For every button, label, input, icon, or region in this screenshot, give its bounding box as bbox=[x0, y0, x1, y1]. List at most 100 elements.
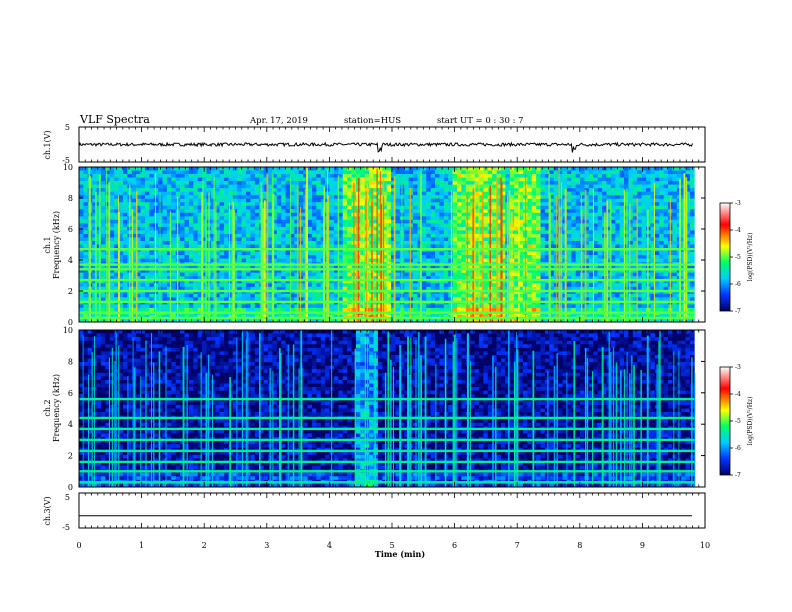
ch1-spectrogram-cell bbox=[452, 191, 458, 196]
ch1-spectrogram-cell bbox=[593, 209, 598, 214]
ch1-spectrogram-cell bbox=[536, 167, 541, 171]
ch1-spectrogram-cell bbox=[338, 240, 344, 245]
ch1-spectrogram-cell bbox=[681, 276, 686, 281]
ch1-spectrogram-cell bbox=[588, 279, 594, 284]
ch1-spectrogram-cell bbox=[316, 276, 322, 281]
ch1-spectrogram-cell bbox=[615, 286, 620, 291]
ch1-spectrogram-cell bbox=[144, 233, 150, 238]
ch1-spectrogram-cell bbox=[122, 269, 128, 273]
ch1-spectrogram-cell bbox=[311, 269, 317, 273]
ch1-spectrogram-cell bbox=[391, 283, 396, 288]
ch1-spectrogram-cell bbox=[92, 233, 97, 238]
ch1-spectrogram-cell bbox=[602, 167, 607, 171]
ch1-spectrogram-cell bbox=[281, 251, 286, 256]
ch1-spectrogram-cell bbox=[386, 216, 392, 221]
ch1-spectrogram-cell bbox=[417, 181, 423, 185]
ch1-spectrogram-cell bbox=[140, 181, 146, 185]
ch1-spectrogram-cell bbox=[492, 226, 497, 231]
ch1-spectrogram-cell bbox=[131, 219, 137, 224]
ch1-spectrogram-cell bbox=[171, 237, 176, 242]
ch1-spectrogram-cell bbox=[83, 177, 89, 182]
ch1-spectrogram-cell bbox=[518, 177, 524, 182]
ch1-spectrogram-cell bbox=[584, 244, 590, 249]
ch1-spectrogram-cell bbox=[641, 181, 647, 185]
ch1-spectrogram-cell bbox=[158, 244, 163, 249]
ch1-spectrogram-cell bbox=[404, 269, 409, 273]
ch1-spectrogram-cell bbox=[171, 258, 176, 263]
ch1-spectrogram-cell bbox=[650, 223, 656, 228]
ch1-spectrogram-cell bbox=[329, 198, 335, 203]
ch1-spectrogram-cell bbox=[294, 265, 300, 270]
ch1-spectrogram-cell bbox=[100, 230, 106, 235]
ch1-spectrogram-cell bbox=[663, 184, 669, 189]
ch1-spectrogram-cell bbox=[681, 216, 686, 221]
ch1-spectrogram-cell bbox=[496, 230, 502, 235]
ch1-spectrogram-cell bbox=[246, 216, 251, 221]
ch1-spectrogram-cell bbox=[514, 170, 519, 175]
ch1-spectrogram-cell bbox=[426, 283, 431, 288]
ch1-spectrogram-cell bbox=[144, 202, 150, 207]
ch1-spectrogram-cell bbox=[439, 209, 445, 214]
ch1-spectrogram-cell bbox=[689, 216, 695, 221]
ch1-spectrogram-cell bbox=[232, 279, 238, 284]
ch1-spectrogram-cell bbox=[162, 209, 168, 214]
ch1-spectrogram-cell bbox=[118, 195, 124, 199]
ch1-spectrogram-cell bbox=[149, 167, 155, 171]
ch1-spectrogram-cell bbox=[140, 167, 146, 171]
ch1-spectrogram-cell bbox=[474, 223, 480, 228]
ch1-spectrogram-cell bbox=[470, 195, 475, 199]
ch1-spectrogram-cell bbox=[672, 216, 678, 221]
ch1-spectrogram-cell bbox=[272, 191, 278, 196]
ch1-spectrogram-cell bbox=[311, 223, 317, 228]
ch1-spectrogram-cell bbox=[289, 230, 295, 235]
ch1-spectrogram-cell bbox=[166, 188, 172, 192]
ch1-spectrogram-cell bbox=[373, 188, 379, 192]
ch1-spectrogram-cell bbox=[188, 290, 194, 295]
ch1-spectrogram-cell bbox=[298, 177, 304, 182]
ch1-spectrogram-cell bbox=[386, 198, 392, 203]
ch1-spectrogram-cell bbox=[92, 202, 97, 207]
ch1-spectrogram-cell bbox=[659, 205, 664, 210]
ch1-spectrogram-cell bbox=[597, 170, 603, 175]
ch1-spectrogram-cell bbox=[197, 195, 203, 199]
ch1-spectrogram-cell bbox=[109, 251, 115, 256]
ch1-spectrogram-cell bbox=[474, 240, 480, 245]
ch1-spectrogram-cell bbox=[632, 216, 638, 221]
ch1-spectrogram-cell bbox=[465, 209, 471, 214]
ch1-spectrogram-cell bbox=[149, 290, 155, 295]
ch1-spectrogram-cell bbox=[294, 230, 300, 235]
ch1-spectrogram-cell bbox=[685, 258, 691, 263]
ch1-spectrogram-cell bbox=[92, 240, 97, 245]
ch1-spectrogram-cell bbox=[224, 195, 229, 199]
ch1-spectrogram-cell bbox=[426, 198, 431, 203]
ch1-spectrogram-cell bbox=[470, 167, 475, 171]
ch1-spectrogram-cell bbox=[597, 209, 603, 214]
ch1-spectrogram-cell bbox=[228, 205, 234, 210]
ch1-spectrogram-cell bbox=[391, 290, 396, 295]
ch1-spectrogram-cell bbox=[443, 195, 449, 199]
ch1-spectrogram-cell bbox=[514, 209, 519, 214]
ch1-spectrogram-cell bbox=[382, 269, 387, 273]
ch1-spectrogram-cell bbox=[219, 216, 225, 221]
ch1-spectrogram-cell bbox=[430, 237, 436, 242]
ch1-spectrogram-cell bbox=[672, 167, 678, 171]
ch1-spectrogram-cell bbox=[413, 181, 418, 185]
ch1-spectrogram-cell bbox=[149, 184, 155, 189]
ch1-spectrogram-cell bbox=[210, 276, 216, 281]
ch1-spectrogram-cell bbox=[193, 279, 198, 284]
ch1-spectrogram-cell bbox=[602, 177, 607, 182]
ch1-spectrogram-cell bbox=[188, 170, 194, 175]
ch1-spectrogram-cell bbox=[311, 276, 317, 281]
ch1-spectrogram-cell bbox=[615, 174, 620, 178]
ch1-spectrogram-cell bbox=[659, 219, 664, 224]
ch1-spectrogram-cell bbox=[166, 198, 172, 203]
ch1-spectrogram-cell bbox=[549, 202, 555, 207]
ch1-spectrogram-cell bbox=[483, 230, 489, 235]
ch1-spectrogram-cell bbox=[439, 269, 445, 273]
ch1-spectrogram-cell bbox=[610, 255, 616, 259]
ch1-spectrogram-cell bbox=[430, 202, 436, 207]
ch1-spectrogram-cell bbox=[197, 269, 203, 273]
ch1-spectrogram-cell bbox=[311, 167, 317, 171]
ch1-spectrogram-cell bbox=[654, 167, 660, 171]
ch1-spectrogram-cell bbox=[193, 244, 198, 249]
